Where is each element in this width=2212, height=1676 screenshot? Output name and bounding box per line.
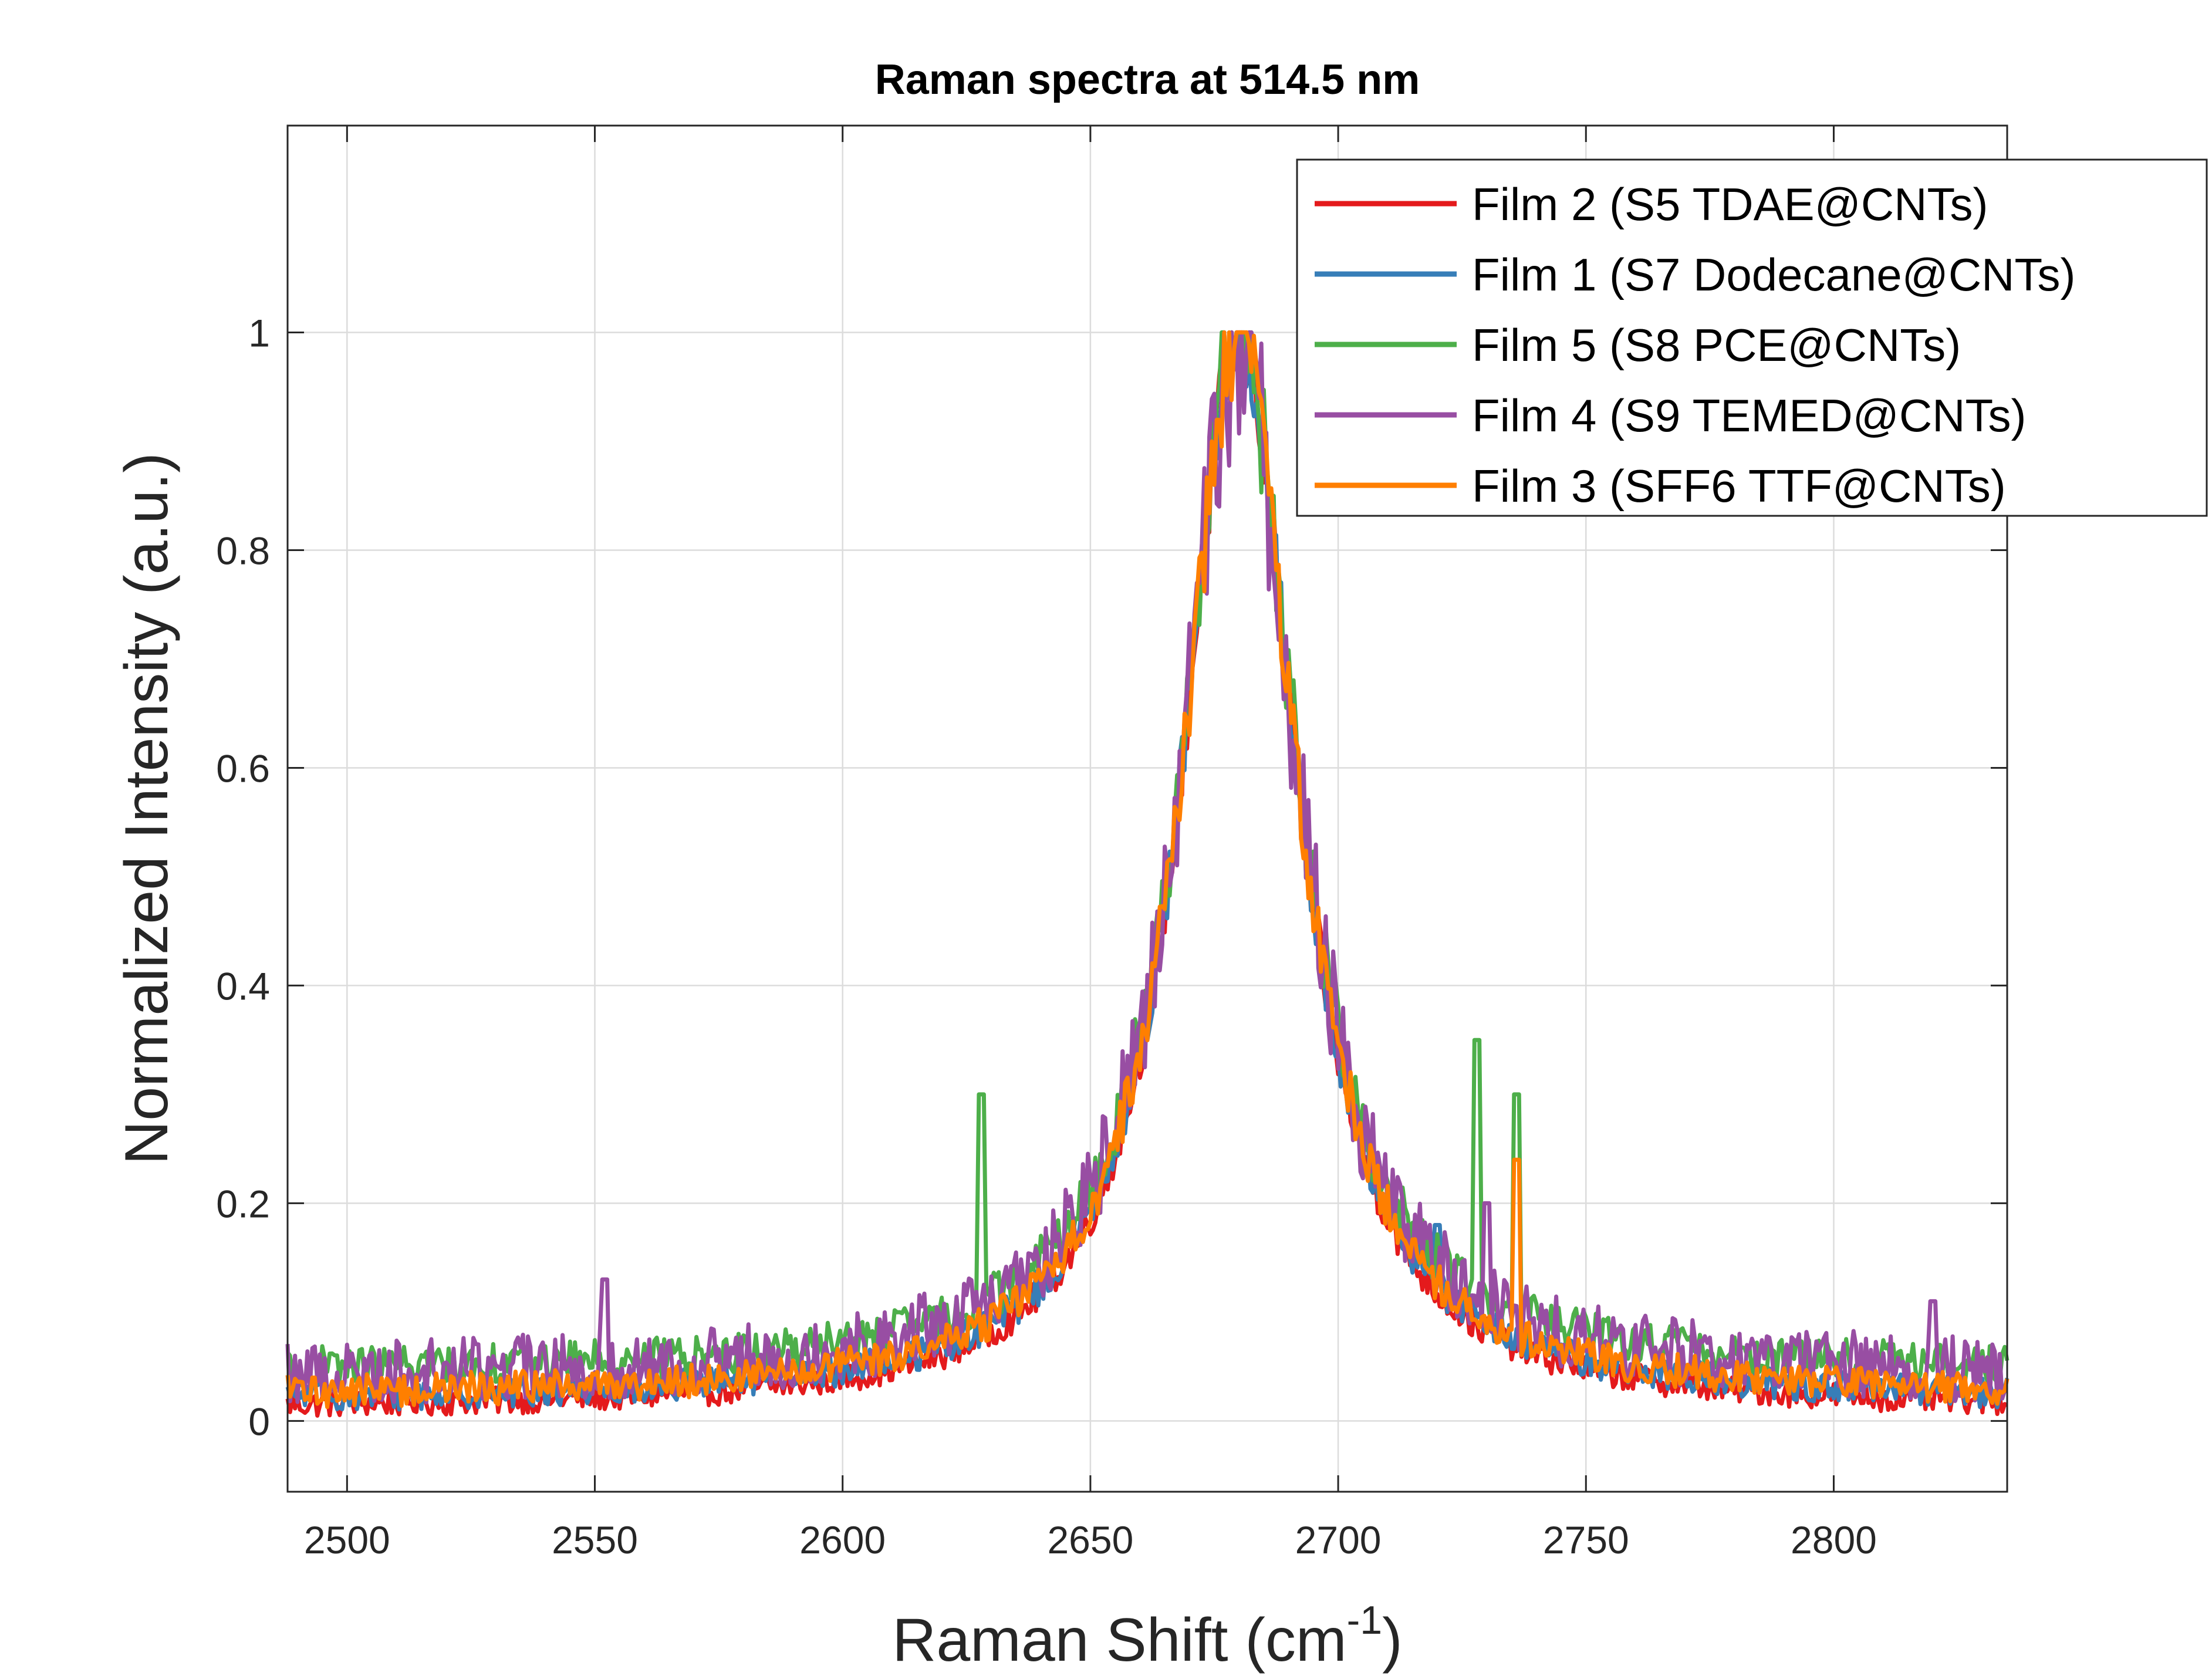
x-tick-label: 2500 bbox=[304, 1518, 390, 1562]
x-axis-label-suffix: ) bbox=[1382, 1606, 1403, 1674]
legend-box bbox=[1296, 158, 2208, 517]
x-tick-labels: 2500 2550 2600 2650 2700 2750 2800 bbox=[304, 1518, 1877, 1562]
y-tick-label: 0.4 bbox=[216, 964, 270, 1008]
series-line bbox=[285, 330, 2010, 1410]
x-tick-label: 2700 bbox=[1295, 1518, 1382, 1562]
x-tick-label: 2600 bbox=[799, 1518, 886, 1562]
x-axis-label-superscript: -1 bbox=[1347, 1598, 1382, 1643]
plot-frame bbox=[286, 124, 2008, 1493]
y-tick-label: 0 bbox=[248, 1400, 270, 1443]
y-tick-label: 0.2 bbox=[216, 1182, 270, 1225]
x-axis-label: Raman Shift (cm-1) bbox=[892, 1598, 1403, 1674]
series-lines bbox=[285, 330, 2010, 1418]
legend-label: Film 2 (S5 TDAE@CNTs) bbox=[1472, 178, 1988, 230]
y-tick-label: 0.6 bbox=[216, 746, 270, 790]
y-tick-labels: 0 0.2 0.4 0.6 0.8 1 bbox=[216, 311, 270, 1443]
x-axis-label-main: Raman Shift (cm bbox=[892, 1606, 1346, 1674]
x-tick-label: 2550 bbox=[552, 1518, 638, 1562]
x-tick-label: 2800 bbox=[1791, 1518, 1877, 1562]
legend-label: Film 5 (S8 PCE@CNTs) bbox=[1472, 319, 1961, 371]
chart-title: Raman spectra at 514.5 nm bbox=[875, 56, 1420, 103]
legend: Film 2 (S5 TDAE@CNTs) Film 1 (S7 Dodecane… bbox=[1296, 158, 2208, 517]
x-tick-label: 2650 bbox=[1047, 1518, 1133, 1562]
legend-label: Film 4 (S9 TEMED@CNTs) bbox=[1472, 390, 2026, 441]
y-tick-label: 0.8 bbox=[216, 529, 270, 572]
y-axis-label: Normalized Intensity (a.u.) bbox=[113, 452, 181, 1165]
x-tick-label: 2750 bbox=[1543, 1518, 1629, 1562]
legend-label: Film 3 (SFF6 TTF@CNTs) bbox=[1472, 460, 2006, 512]
legend-label: Film 1 (S7 Dodecane@CNTs) bbox=[1472, 249, 2075, 300]
y-tick-label: 1 bbox=[248, 311, 270, 354]
